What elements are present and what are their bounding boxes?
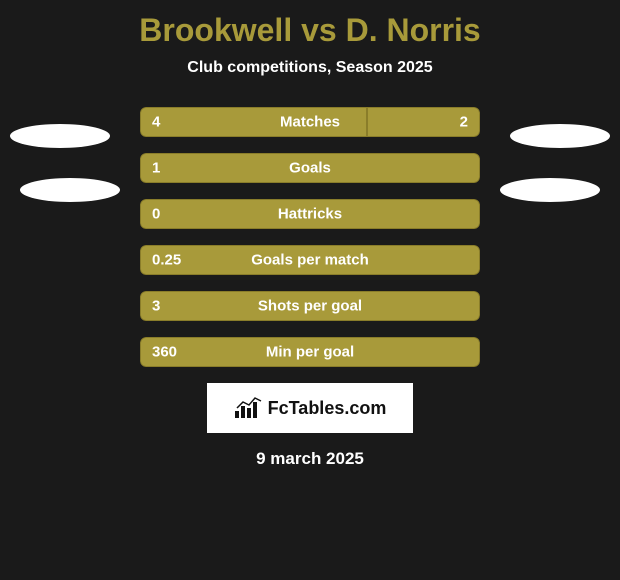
stat-value-left: 1 <box>152 160 160 177</box>
stat-row: Shots per goal 3 <box>0 291 620 321</box>
stat-label: Matches <box>280 114 340 131</box>
stat-value-left: 4 <box>152 114 160 131</box>
comparison-chart: Matches 4 2 Goals 1 Hattricks 0 Goals per match… <box>0 107 620 367</box>
bar-container: Shots per goal <box>140 291 480 321</box>
stat-row: Hattricks 0 <box>0 199 620 229</box>
bar-container: Matches <box>140 107 480 137</box>
stat-label: Goals per match <box>251 252 369 269</box>
stat-label: Goals <box>289 160 331 177</box>
stat-row: Goals per match 0.25 <box>0 245 620 275</box>
bar-container: Min per goal <box>140 337 480 367</box>
stat-value-left: 360 <box>152 344 177 361</box>
stat-label: Hattricks <box>278 206 342 223</box>
stat-label: Shots per goal <box>258 298 362 315</box>
footer-date: 9 march 2025 <box>0 449 620 469</box>
stat-row: Goals 1 <box>0 153 620 183</box>
stat-value-left: 0.25 <box>152 252 181 269</box>
stat-value-right: 2 <box>460 114 468 131</box>
brand-badge: FcTables.com <box>207 383 413 433</box>
stat-row: Min per goal 360 <box>0 337 620 367</box>
bar-container: Goals per match <box>140 245 480 275</box>
stat-row: Matches 4 2 <box>0 107 620 137</box>
bar-container: Hattricks <box>140 199 480 229</box>
stat-value-left: 0 <box>152 206 160 223</box>
brand-chart-icon <box>234 397 262 419</box>
brand-text: FcTables.com <box>268 398 387 419</box>
stat-label: Min per goal <box>266 344 354 361</box>
stat-value-left: 3 <box>152 298 160 315</box>
bar-container: Goals <box>140 153 480 183</box>
page-title: Brookwell vs D. Norris <box>0 0 620 49</box>
page-subtitle: Club competitions, Season 2025 <box>0 59 620 77</box>
